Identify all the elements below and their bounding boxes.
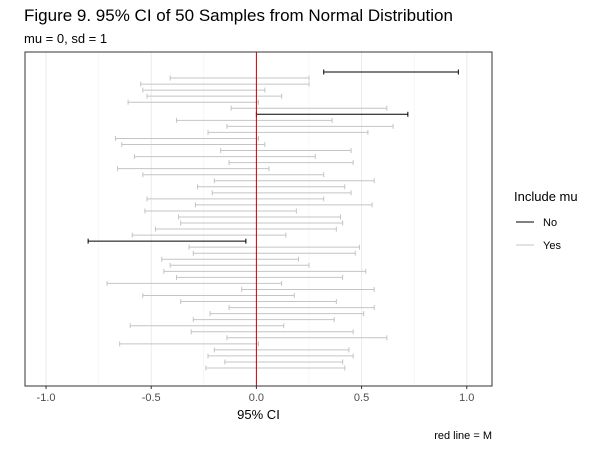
ci-errorbar-24 [144, 208, 297, 214]
ci-errorbar-21 [211, 190, 352, 196]
ci-errorbar-9 [175, 117, 333, 123]
interval-layer [87, 69, 459, 371]
ci-errorbar-41 [209, 311, 365, 317]
legend-item-no: No [516, 217, 557, 229]
chart-caption: red line = M [434, 430, 492, 442]
chart-title: Figure 9. 95% CI of 50 Samples from Norm… [24, 6, 453, 25]
axis-layer: -1.0 -0.5 0.0 0.5 1.0 95% CI [24, 51, 493, 422]
ci-errorbar-11 [207, 129, 369, 135]
ci-errorbar-15 [133, 154, 316, 160]
ci-errorbar-38 [142, 293, 295, 299]
ci-errorbar-30 [188, 244, 360, 250]
x-tick-label-2: 0.0 [249, 392, 264, 404]
legend-label: Yes [543, 240, 561, 252]
ci-errorbar-28 [131, 232, 287, 238]
ci-errorbar-35 [175, 274, 344, 280]
ci-errorbar-22 [146, 196, 325, 202]
ci-errorbar-39 [180, 299, 337, 305]
ci-errorbar-17 [117, 166, 270, 172]
x-axis-title: 95% CI [237, 407, 280, 422]
ci-errorbar-5 [146, 93, 283, 99]
ci-errorbar-45 [226, 335, 388, 341]
ci-errorbar-46 [119, 341, 259, 347]
legend-title: Include mu [514, 189, 578, 204]
ci-errorbar-40 [228, 305, 375, 311]
chart-subtitle: mu = 0, sd = 1 [24, 31, 108, 46]
ci-errorbar-44 [190, 329, 354, 335]
x-tick-label-3: 0.5 [354, 392, 369, 404]
ci-errorbar-19 [213, 178, 375, 184]
ci-errorbar-47 [213, 347, 350, 353]
legend-label: No [543, 217, 557, 229]
ci-errorbar-34 [163, 268, 367, 274]
ci-errorbar-13 [121, 141, 266, 147]
ci-errorbar-16 [228, 160, 354, 166]
ci-errorbar-4 [142, 87, 266, 93]
ci-errorbar-12 [114, 135, 259, 141]
ci-errorbar-32 [161, 256, 299, 262]
ci-errorbar-20 [196, 184, 346, 190]
x-tick-label-1: -0.5 [142, 392, 161, 404]
ci-errorbar-10 [226, 123, 394, 129]
ci-errorbar-6 [127, 99, 259, 105]
ci-errorbar-42 [192, 317, 335, 323]
ci-errorbar-26 [180, 220, 344, 226]
ci-errorbar-43 [129, 323, 285, 329]
ci-errorbar-31 [192, 250, 356, 256]
x-tick-label-4: 1.0 [459, 392, 474, 404]
ci-errorbar-37 [241, 286, 375, 292]
ci-errorbar-27 [154, 226, 337, 232]
legend-item-yes: Yes [516, 240, 561, 252]
ci-errorbar-33 [169, 262, 310, 268]
ci-errorbar-14 [220, 148, 352, 154]
ci-errorbar-3 [140, 81, 310, 87]
ci-errorbar-1 [323, 69, 459, 75]
ci-errorbar-48 [207, 353, 354, 359]
ci-errorbar-36 [106, 280, 283, 286]
ci-errorbar-7 [230, 105, 388, 111]
ci-errorbar-2 [169, 75, 310, 81]
x-tick-label-0: -1.0 [37, 392, 56, 404]
ci-errorbar-23 [194, 202, 373, 208]
ci-errorbar-25 [178, 214, 342, 220]
legend: Include mu No Yes [514, 189, 578, 252]
ci-errorbar-29 [87, 238, 247, 244]
panel-border [24, 51, 493, 387]
ci-errorbar-49 [224, 359, 344, 365]
ci-errorbar-50 [205, 365, 346, 371]
ci-errorbar-18 [142, 172, 325, 178]
